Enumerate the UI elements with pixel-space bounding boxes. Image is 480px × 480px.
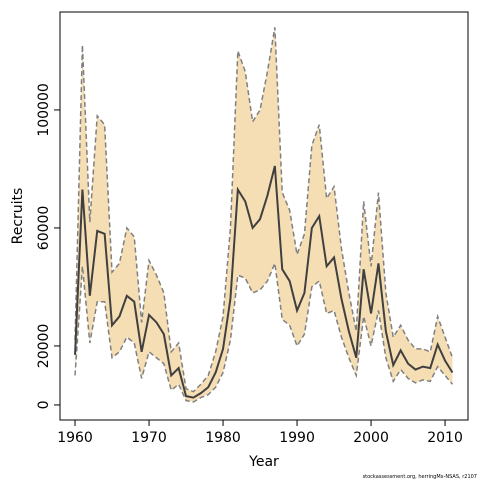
confidence-band	[75, 27, 453, 403]
y-tick-label: 100000	[36, 83, 52, 136]
x-axis-label: Year	[248, 454, 279, 470]
x-tick-label: 1960	[57, 430, 93, 446]
upper-bound	[74, 27, 454, 393]
lower-bound	[74, 260, 454, 403]
x-tick-label: 1980	[205, 430, 241, 446]
y-tick-label: 60000	[36, 206, 52, 251]
x-tick-label: 1970	[131, 430, 167, 446]
y-axis-label: Recruits	[10, 188, 26, 245]
y-tick-label: 0	[36, 400, 52, 409]
footnote: stockassessment.org, herringMx-NSAS, r21…	[363, 474, 477, 480]
y-tick-label: 20000	[36, 324, 52, 369]
x-tick-label: 2000	[353, 430, 389, 446]
recruits-line	[74, 165, 454, 399]
x-tick-label: 1990	[279, 430, 315, 446]
x-tick-label: 2010	[427, 430, 463, 446]
